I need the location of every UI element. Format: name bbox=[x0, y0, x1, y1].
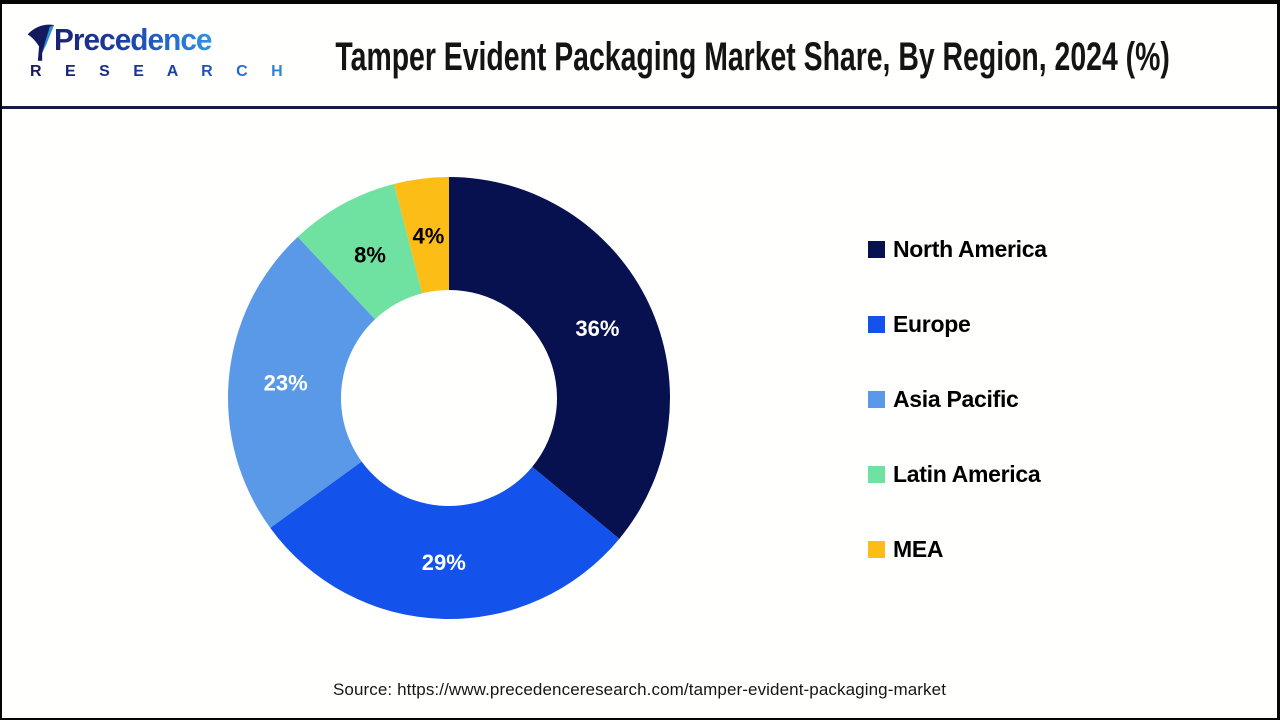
legend-swatch-icon bbox=[868, 316, 885, 333]
donut-slice-latin-america bbox=[297, 183, 423, 320]
legend-swatch-icon bbox=[868, 241, 885, 258]
legend-label: Latin America bbox=[893, 461, 1041, 487]
header-divider bbox=[2, 106, 1277, 109]
legend-label: MEA bbox=[893, 536, 944, 562]
donut-slice-asia-pacific bbox=[228, 236, 376, 528]
slice-value-label-europe: 29% bbox=[422, 550, 466, 575]
precedence-logo-sail-icon bbox=[27, 24, 55, 61]
chart-title: Tamper Evident Packaging Market Share, B… bbox=[335, 34, 1171, 79]
legend-swatch-icon bbox=[868, 391, 885, 408]
donut-slice-mea bbox=[394, 177, 449, 294]
header: Precedence R E S E A R C H Tamper Eviden… bbox=[2, 4, 1277, 106]
legend-item-mea: MEA bbox=[868, 536, 1047, 562]
slice-value-label-mea: 4% bbox=[413, 223, 445, 248]
logo-wordmark: Precedence bbox=[54, 22, 212, 57]
legend-label: Europe bbox=[893, 311, 971, 337]
legend-label: Asia Pacific bbox=[893, 386, 1019, 412]
legend-item-europe: Europe bbox=[868, 311, 1047, 337]
title-container: Tamper Evident Packaging Market Share, B… bbox=[237, 26, 1269, 88]
legend-item-north-america: North America bbox=[868, 236, 1047, 262]
legend: North America Europe Asia Pacific Latin Ame… bbox=[868, 236, 1047, 562]
slice-value-label-asia-pacific: 23% bbox=[264, 371, 308, 396]
legend-label: North America bbox=[893, 236, 1047, 262]
donut-slice-north-america bbox=[449, 177, 670, 539]
precedence-research-logo: Precedence R E S E A R C H bbox=[26, 22, 292, 81]
donut-chart: 36% 29% 23% 8% 4% bbox=[227, 176, 671, 620]
donut-slice-europe bbox=[270, 461, 620, 619]
legend-item-asia-pacific: Asia Pacific bbox=[868, 386, 1047, 412]
legend-swatch-icon bbox=[868, 466, 885, 483]
slice-value-label-latin-america: 8% bbox=[354, 242, 386, 267]
legend-swatch-icon bbox=[868, 541, 885, 558]
logo-subtitle: R E S E A R C H bbox=[30, 63, 293, 80]
source-attribution: Source: https://www.precedenceresearch.c… bbox=[332, 680, 947, 699]
donut-svg: 36% 29% 23% 8% 4% bbox=[228, 177, 670, 619]
slice-value-label-north-america: 36% bbox=[575, 316, 619, 341]
legend-item-latin-america: Latin America bbox=[868, 461, 1047, 487]
